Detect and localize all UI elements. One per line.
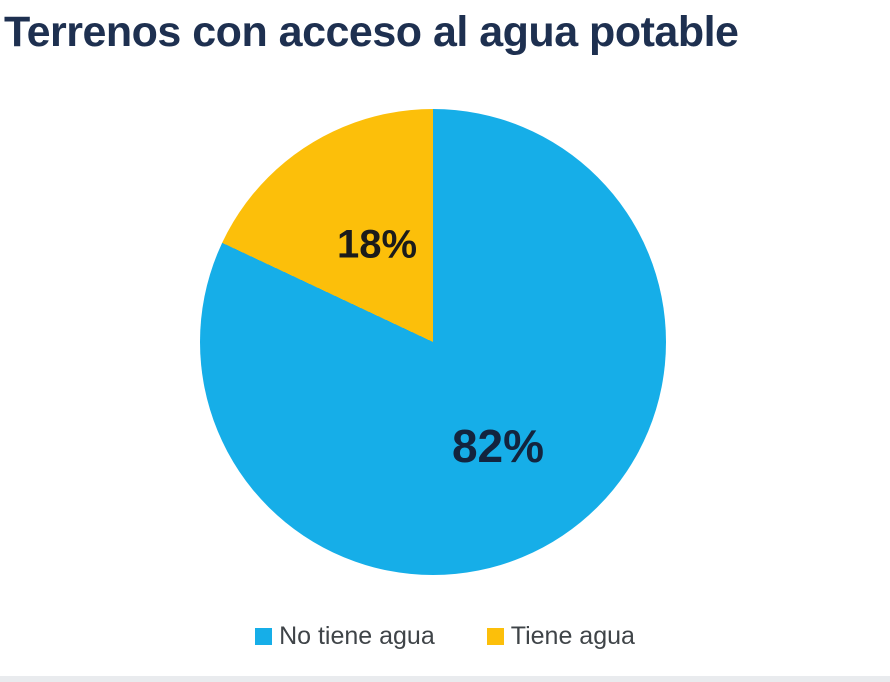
legend-label-no-tiene-agua: No tiene agua: [279, 622, 435, 650]
legend-label-tiene-agua: Tiene agua: [510, 622, 635, 650]
slice-label-no-tiene-agua: 82%: [451, 420, 545, 472]
legend-item-tiene-agua: Tiene agua: [486, 622, 635, 651]
legend: No tiene agua Tiene agua: [0, 622, 890, 651]
pie-chart: 82% 18%: [200, 109, 666, 575]
legend-item-no-tiene-agua: No tiene agua: [255, 622, 435, 651]
chart-title: Terrenos con acceso al agua potable: [4, 8, 739, 56]
pie-circle: [200, 109, 666, 575]
legend-swatch-blue-icon: [255, 628, 273, 645]
legend-swatch-yellow-icon: [486, 628, 504, 645]
bottom-divider: [0, 676, 890, 682]
slice-label-tiene-agua: 18%: [336, 222, 418, 267]
